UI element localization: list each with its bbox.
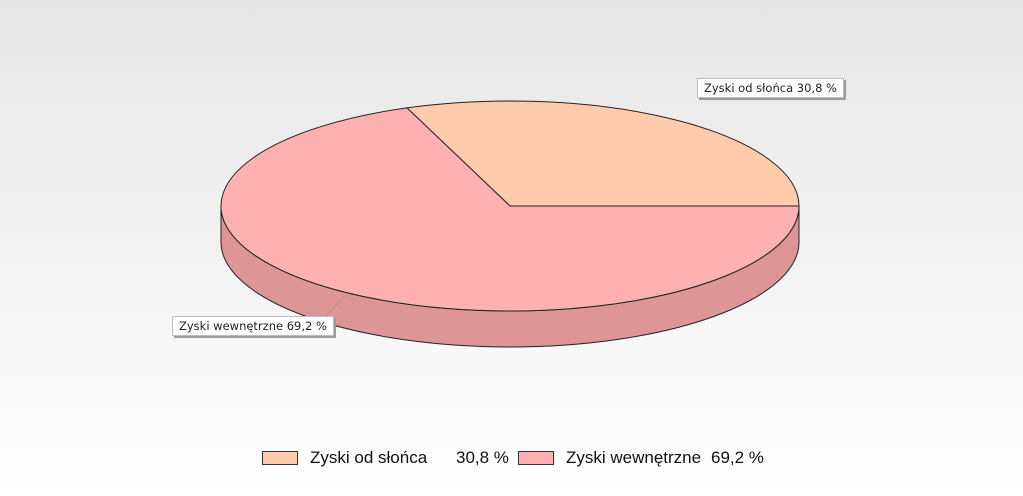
- slice-callout-zyski-od-slonca: Zyski od słońca 30,8 %: [697, 78, 844, 98]
- legend-item-zyski-wewnetrzne: Zyski wewnętrzne 69,2 %: [518, 448, 764, 468]
- legend-value-zyski-wewnetrzne: 69,2 %: [711, 448, 764, 467]
- legend-swatch-zyski-od-slonca: [262, 451, 298, 465]
- legend-label-zyski-od-slonca: Zyski od słońca: [310, 448, 428, 467]
- legend-label-zyski-wewnetrzne: Zyski wewnętrzne: [566, 448, 702, 467]
- slice-callout-zyski-wewnetrzne: Zyski wewnętrzne 69,2 %: [172, 316, 334, 336]
- pie-slice-zyski-wewnetrzne: [220, 107, 800, 312]
- legend-item-zyski-od-slonca: Zyski od słońca 30,8 %: [262, 448, 518, 468]
- legend-value-zyski-od-slonca: 30,8 %: [456, 448, 509, 467]
- chart-legend: Zyski od słońca 30,8 % Zyski wewnętrzne …: [262, 448, 764, 468]
- pie-chart-plot: [220, 100, 800, 348]
- legend-swatch-zyski-wewnetrzne: [518, 451, 554, 465]
- pie-slice-zyski-od-slonca: [405, 100, 800, 207]
